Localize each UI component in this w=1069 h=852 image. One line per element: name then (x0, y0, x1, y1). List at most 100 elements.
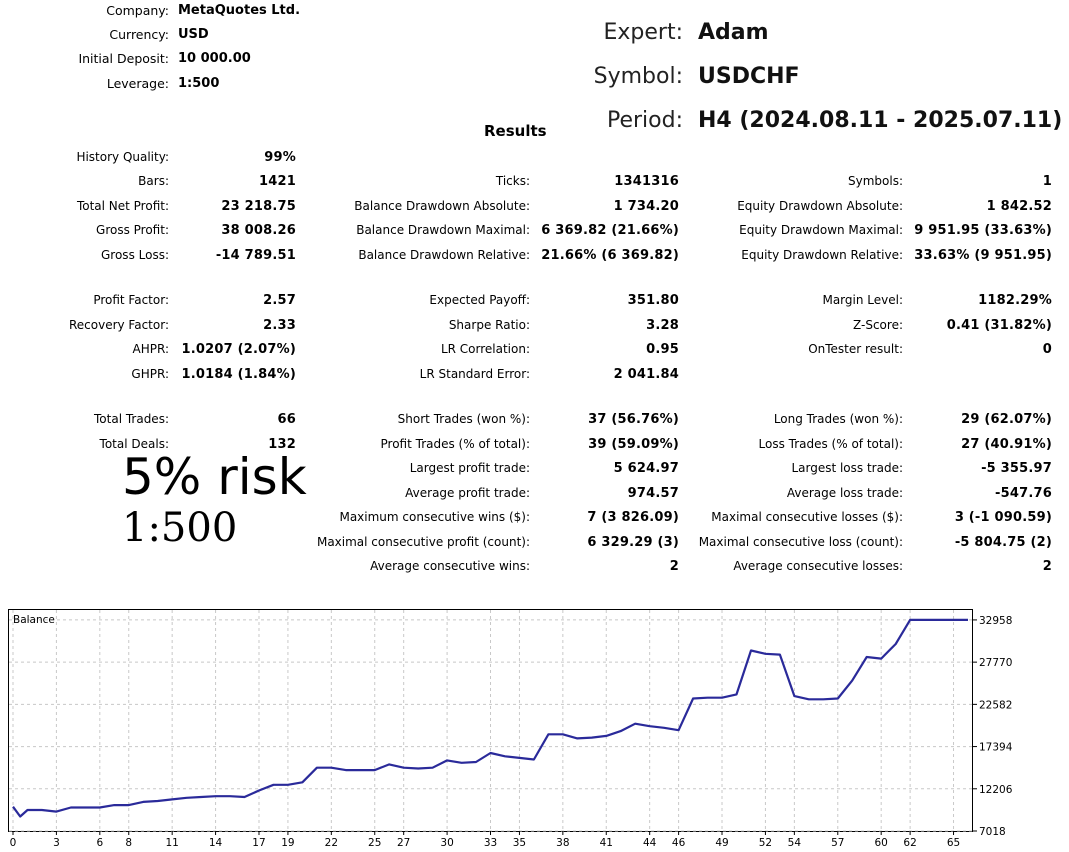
col3-label: OnTester result: (808, 342, 903, 356)
y-tick-label: 17394 (979, 742, 1013, 754)
col2-label: Profit Trades (% of total): (380, 437, 530, 451)
x-tick-label: 65 (947, 837, 960, 849)
col3-value: 1 842.52 (986, 199, 1052, 214)
col2-value: 974.57 (627, 486, 679, 501)
x-tick-label: 8 (125, 837, 132, 849)
col2-label: LR Correlation: (440, 342, 530, 356)
col3-value: 3 (-1 090.59) (954, 510, 1052, 525)
col2-value: 21.66% (6 369.82) (541, 248, 679, 263)
x-tick-label: 57 (831, 837, 844, 849)
y-tick-label: 22582 (979, 699, 1012, 711)
symbol-value: USDCHF (698, 64, 800, 89)
col2-value: 2 (669, 559, 679, 574)
header-label: Leverage: (106, 76, 169, 91)
col1-value: 1.0184 (1.84%) (181, 367, 296, 382)
col3-value: 9 951.95 (33.63%) (914, 223, 1052, 238)
x-tick-label: 52 (759, 837, 772, 849)
symbol-label: Symbol: (593, 64, 683, 89)
col1-label: Total Net Profit: (76, 199, 169, 213)
col2-value: 3.28 (646, 318, 679, 333)
y-tick-label: 27770 (979, 657, 1012, 669)
col1-value: 38 008.26 (221, 223, 296, 238)
col1-label: GHPR: (131, 367, 169, 381)
col1-value: -14 789.51 (215, 248, 296, 263)
col2-label: Average consecutive wins: (370, 559, 530, 573)
col3-label: Loss Trades (% of total): (758, 437, 904, 451)
col2-value: 37 (56.76%) (588, 412, 679, 427)
col2-label: Balance Drawdown Maximal: (356, 223, 530, 237)
col1-value: 2.33 (263, 318, 296, 333)
col2-value: 6 329.29 (3) (587, 535, 679, 550)
col1-value: 2.57 (263, 293, 296, 308)
x-tick-label: 11 (165, 837, 178, 849)
x-tick-label: 30 (440, 837, 453, 849)
x-tick-label: 46 (672, 837, 686, 849)
col2-value: 6 369.82 (21.66%) (541, 223, 679, 238)
y-tick-label: 12206 (979, 784, 1013, 796)
col1-label: Total Deals: (99, 437, 169, 451)
y-tick-label: 32958 (979, 615, 1012, 627)
x-tick-label: 6 (96, 837, 103, 849)
x-tick-label: 60 (874, 837, 887, 849)
col2-label: Ticks: (495, 174, 530, 188)
col2-value: 5 624.97 (613, 461, 679, 476)
col2-label: Average profit trade: (405, 486, 530, 500)
col3-label: Average consecutive losses: (733, 559, 903, 573)
col1-label: AHPR: (132, 342, 169, 356)
col2-label: Balance Drawdown Absolute: (354, 199, 530, 213)
expert-value: Adam (698, 20, 769, 45)
col3-value: 27 (40.91%) (961, 437, 1052, 452)
x-tick-label: 62 (903, 837, 916, 849)
col1-label: Total Trades: (94, 412, 169, 426)
col3-value: 33.63% (9 951.95) (914, 248, 1052, 263)
col2-label: LR Standard Error: (419, 367, 530, 381)
col2-value: 1 734.20 (613, 199, 679, 214)
col3-value: -5 804.75 (2) (954, 535, 1052, 550)
period-value: H4 (2024.08.11 - 2025.07.11) (698, 108, 1063, 133)
col3-value: 29 (62.07%) (961, 412, 1052, 427)
col3-value: 1 (1042, 174, 1052, 189)
col1-label: Bars: (138, 174, 169, 188)
col3-value: 1182.29% (978, 293, 1052, 308)
col1-value: 1421 (259, 174, 296, 189)
col3-value: 0.41 (31.82%) (946, 318, 1052, 333)
results-title: Results (484, 122, 547, 140)
balance-line (12, 618, 968, 818)
col3-label: Equity Drawdown Relative: (741, 248, 903, 262)
header-label: Initial Deposit: (78, 51, 169, 66)
x-tick-label: 54 (788, 837, 802, 849)
col3-label: Maximal consecutive loss (count): (698, 535, 903, 549)
col2-value: 2 041.84 (613, 367, 679, 382)
expert-label: Expert: (603, 20, 683, 45)
col3-label: Z-Score: (853, 318, 903, 332)
col2-value: 7 (3 826.09) (587, 510, 679, 525)
x-tick-label: 41 (600, 837, 613, 849)
header-label: Company: (106, 3, 169, 18)
col3-value: -5 355.97 (981, 461, 1052, 476)
col2-label: Sharpe Ratio: (448, 318, 530, 332)
col3-value: 0 (1042, 342, 1052, 357)
header-value: USD (178, 27, 209, 42)
x-tick-label: 49 (715, 837, 728, 849)
col3-label: Long Trades (won %): (773, 412, 903, 426)
col2-value: 0.95 (646, 342, 679, 357)
col2-value: 39 (59.09%) (588, 437, 679, 452)
y-tick-label: 7018 (979, 826, 1006, 838)
col3-label: Average loss trade: (786, 486, 903, 500)
col1-value: 132 (268, 437, 296, 452)
risk-annotation: 5% risk (122, 448, 307, 506)
col1-label: Recovery Factor: (68, 318, 169, 332)
col3-label: Symbols: (848, 174, 903, 188)
col2-label: Short Trades (won %): (397, 412, 530, 426)
col2-label: Maximum consecutive wins ($): (339, 510, 530, 524)
x-tick-label: 19 (281, 837, 294, 849)
col1-value: 99% (264, 150, 296, 165)
col3-value: -547.76 (995, 486, 1052, 501)
col3-label: Equity Drawdown Absolute: (737, 199, 903, 213)
header-label: Currency: (109, 27, 169, 42)
header-value: MetaQuotes Ltd. (178, 3, 301, 18)
col1-value: 23 218.75 (221, 199, 296, 214)
x-tick-label: 38 (556, 837, 569, 849)
col1-label: Profit Factor: (93, 293, 169, 307)
col3-label: Equity Drawdown Maximal: (739, 223, 903, 237)
